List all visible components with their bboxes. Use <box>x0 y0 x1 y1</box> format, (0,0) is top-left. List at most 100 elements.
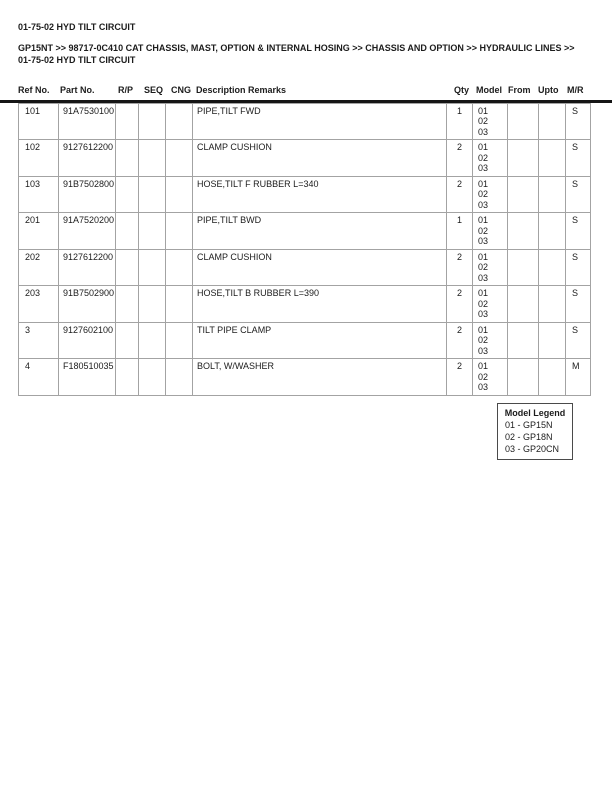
from-cell <box>507 139 539 177</box>
model-cell: 01 02 03 <box>472 358 508 396</box>
legend-item: 03 - GP20CN <box>505 444 560 454</box>
column-header-rp: R/P <box>118 85 134 95</box>
description-cell: HOSE,TILT F RUBBER L=340 <box>192 175 447 213</box>
model-code: 03 <box>478 309 489 320</box>
cng-cell <box>165 102 193 140</box>
qty-cell: 2 <box>446 139 473 177</box>
column-header-model: Model <box>476 85 502 95</box>
model-cell: 01 02 03 <box>472 139 508 177</box>
mr-cell: S <box>565 212 591 250</box>
model-code: 02 <box>478 152 489 163</box>
description-cell: BOLT, W/WASHER <box>192 358 447 396</box>
model-code: 03 <box>478 126 489 137</box>
qty-cell: 2 <box>446 358 473 396</box>
rp-cell <box>115 139 139 177</box>
column-header-from: From <box>508 85 531 95</box>
description-cell: PIPE,TILT BWD <box>192 212 447 250</box>
table-row: 202 9127612200 CLAMP CUSHION 2 01 02 03 S <box>18 248 591 286</box>
model-code: 03 <box>478 236 489 247</box>
breadcrumb-line-1: GP15NT >> 98717-0C410 CAT CHASSIS, MAST,… <box>18 43 575 53</box>
from-cell <box>507 212 539 250</box>
qty-cell: 2 <box>446 248 473 286</box>
ref-no-cell: 4 <box>18 358 59 396</box>
upto-cell <box>538 102 566 140</box>
column-header-cng: CNG <box>171 85 191 95</box>
parts-table-body: 101 91A7530100 PIPE,TILT FWD 1 01 02 03 S 102 912… <box>18 102 591 396</box>
model-cell: 01 02 03 <box>472 248 508 286</box>
model-code: 03 <box>478 163 489 174</box>
from-cell <box>507 175 539 213</box>
rp-cell <box>115 358 139 396</box>
upto-cell <box>538 285 566 323</box>
qty-cell: 2 <box>446 321 473 359</box>
model-code: 01 <box>478 288 489 298</box>
from-cell <box>507 285 539 323</box>
qty-cell: 2 <box>446 175 473 213</box>
seq-cell <box>138 175 166 213</box>
model-cell: 01 02 03 <box>472 175 508 213</box>
model-cell: 01 02 03 <box>472 212 508 250</box>
rp-cell <box>115 285 139 323</box>
model-cell: 01 02 03 <box>472 102 508 140</box>
rp-cell <box>115 212 139 250</box>
column-header-part-no: Part No. <box>60 85 95 95</box>
page-title: 01-75-02 HYD TILT CIRCUIT <box>18 22 136 32</box>
upto-cell <box>538 321 566 359</box>
model-code: 01 <box>478 178 489 189</box>
seq-cell <box>138 139 166 177</box>
model-code: 01 <box>478 251 489 262</box>
parts-table: 101 91A7530100 PIPE,TILT FWD 1 01 02 03 S 102 912… <box>18 102 591 396</box>
model-code: 01 <box>478 324 489 335</box>
part-no-cell: 9127602100 <box>58 321 116 359</box>
ref-no-cell: 202 <box>18 248 59 286</box>
model-code: 03 <box>478 382 489 393</box>
upto-cell <box>538 358 566 396</box>
part-no-cell: F180510035 <box>58 358 116 396</box>
cng-cell <box>165 248 193 286</box>
upto-cell <box>538 175 566 213</box>
model-code: 01 <box>478 361 489 371</box>
rp-cell <box>115 175 139 213</box>
mr-cell: S <box>565 175 591 213</box>
model-code: 02 <box>478 225 489 236</box>
ref-no-cell: 102 <box>18 139 59 177</box>
mr-cell: S <box>565 102 591 140</box>
qty-cell: 1 <box>446 102 473 140</box>
upto-cell <box>538 248 566 286</box>
mr-cell: S <box>565 248 591 286</box>
ref-no-cell: 101 <box>18 102 59 140</box>
column-header-upto: Upto <box>538 85 559 95</box>
ref-no-cell: 203 <box>18 285 59 323</box>
cng-cell <box>165 175 193 213</box>
table-row: 101 91A7530100 PIPE,TILT FWD 1 01 02 03 S <box>18 102 591 140</box>
ref-no-cell: 201 <box>18 212 59 250</box>
model-cell: 01 02 03 <box>472 321 508 359</box>
description-cell: PIPE,TILT FWD <box>192 102 447 140</box>
description-cell: CLAMP CUSHION <box>192 139 447 177</box>
model-code: 02 <box>478 298 489 309</box>
cng-cell <box>165 285 193 323</box>
part-no-cell: 9127612200 <box>58 248 116 286</box>
breadcrumb: GP15NT >> 98717-0C410 CAT CHASSIS, MAST,… <box>18 42 574 66</box>
rp-cell <box>115 102 139 140</box>
from-cell <box>507 248 539 286</box>
mr-cell: S <box>565 285 591 323</box>
column-header-mr: M/R <box>567 85 584 95</box>
ref-no-cell: 3 <box>18 321 59 359</box>
model-code: 02 <box>478 116 489 127</box>
seq-cell <box>138 358 166 396</box>
table-row: 4 F180510035 BOLT, W/WASHER 2 01 02 03 M <box>18 358 591 396</box>
model-code: 01 <box>478 215 489 225</box>
model-legend: Model Legend 01 - GP15N 02 - GP18N 03 - … <box>497 403 573 460</box>
cng-cell <box>165 321 193 359</box>
model-code: 02 <box>478 262 489 273</box>
part-no-cell: 91B7502800 <box>58 175 116 213</box>
description-cell: HOSE,TILT B RUBBER L=390 <box>192 285 447 323</box>
seq-cell <box>138 321 166 359</box>
cng-cell <box>165 139 193 177</box>
rp-cell <box>115 248 139 286</box>
qty-cell: 2 <box>446 285 473 323</box>
seq-cell <box>138 102 166 140</box>
part-no-cell: 91A7530100 <box>58 102 116 140</box>
